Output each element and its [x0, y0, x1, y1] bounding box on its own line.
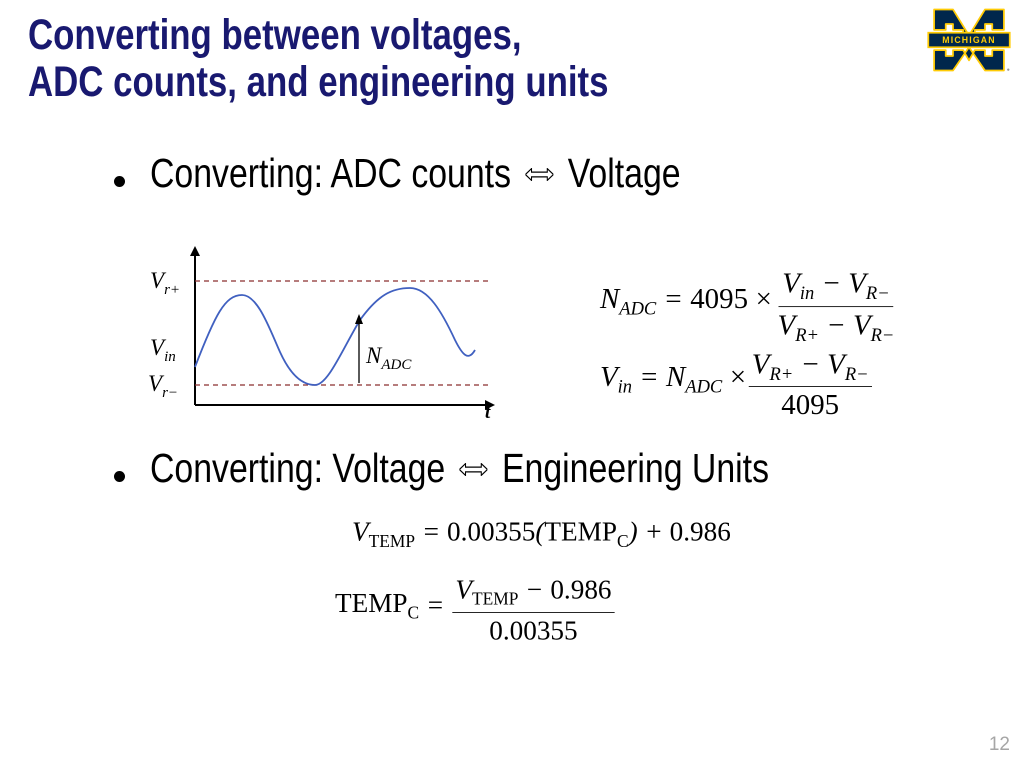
svg-text:Vr+: Vr+	[150, 268, 180, 298]
svg-text:t: t	[485, 402, 491, 420]
svg-text:Vr−: Vr−	[148, 371, 178, 401]
svg-text:MICHIGAN: MICHIGAN	[942, 35, 995, 45]
svg-text:Vin: Vin	[150, 335, 176, 365]
svg-text:NADC: NADC	[365, 343, 412, 373]
